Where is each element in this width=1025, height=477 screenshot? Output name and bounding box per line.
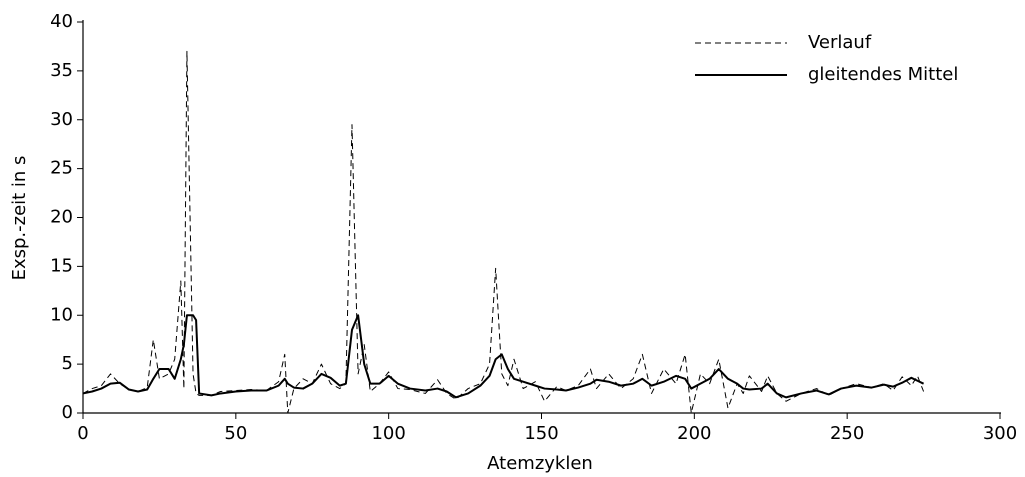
y-tick-label: 20: [50, 207, 73, 228]
x-tick-label: 250: [830, 423, 864, 444]
x-tick-label: 150: [524, 423, 558, 444]
data-line: [82, 314, 925, 399]
y-tick-label: 0: [62, 402, 73, 423]
x-tick-label: 300: [983, 423, 1017, 444]
data-line: [82, 50, 925, 414]
legend-label: Verlauf: [808, 32, 872, 53]
y-tick-label: 5: [62, 353, 73, 374]
x-tick-label: 100: [371, 423, 405, 444]
x-tick-label: 0: [77, 423, 88, 444]
y-axis-label: Exsp.-zeit in s: [9, 156, 30, 281]
y-tick-label: 40: [50, 11, 73, 32]
y-tick-label: 30: [50, 109, 73, 130]
x-tick-label: 200: [677, 423, 711, 444]
y-tick-label: 25: [50, 158, 73, 179]
y-tick-label: 10: [50, 304, 73, 325]
y-tick-label: 35: [50, 60, 73, 81]
legend-label: gleitendes Mittel: [808, 64, 958, 85]
x-axis-label: Atemzyklen: [487, 453, 593, 474]
x-tick-label: 50: [224, 423, 247, 444]
y-tick-label: 15: [50, 255, 73, 276]
